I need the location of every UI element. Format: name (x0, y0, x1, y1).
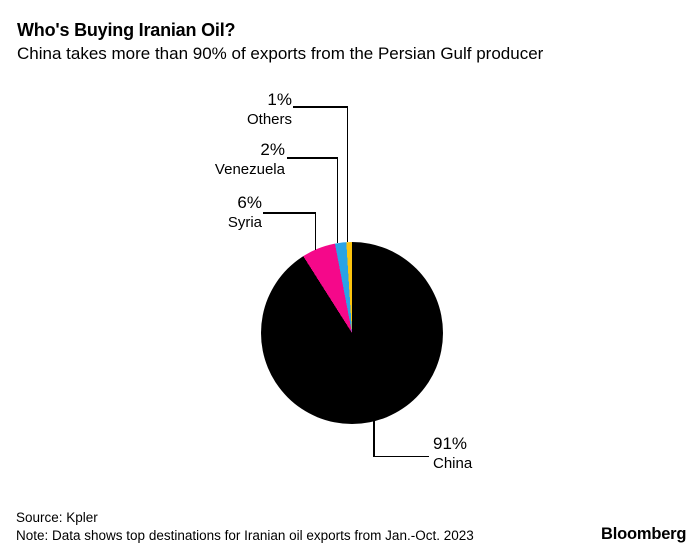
chart-subtitle: China takes more than 90% of exports fro… (17, 44, 544, 63)
callout-venezuela-label: Venezuela (214, 160, 285, 178)
callout-syria: 6% Syria (227, 193, 262, 231)
callout-china: 91% China (433, 434, 473, 472)
pie-chart (261, 242, 443, 424)
note-text: Note: Data shows top destinations for Ir… (16, 528, 474, 543)
leader-line-venezuela-horizontal (287, 157, 338, 159)
callout-syria-value: 6% (237, 193, 262, 212)
leader-line-others-vertical (346, 106, 348, 242)
callout-china-label: China (433, 454, 473, 472)
callout-venezuela-value: 2% (260, 140, 285, 159)
leader-line-syria-vertical (314, 212, 316, 250)
callout-venezuela: 2% Venezuela (214, 140, 285, 178)
callout-others-label: Others (246, 110, 292, 128)
callout-others-value: 1% (267, 90, 292, 109)
leader-line-syria-horizontal (263, 212, 316, 214)
leader-line-venezuela-vertical (336, 157, 338, 243)
leader-line-china-horizontal (373, 455, 429, 457)
chart-title: Who's Buying Iranian Oil? (17, 20, 236, 40)
leader-line-china-vertical (373, 421, 375, 457)
bloomberg-logo: Bloomberg (601, 525, 687, 543)
source-text: Source: Kpler (16, 510, 98, 525)
callout-china-value: 91% (433, 434, 468, 453)
callout-syria-label: Syria (227, 213, 262, 231)
leader-line-others-horizontal (293, 106, 348, 108)
callout-others: 1% Others (246, 90, 292, 128)
